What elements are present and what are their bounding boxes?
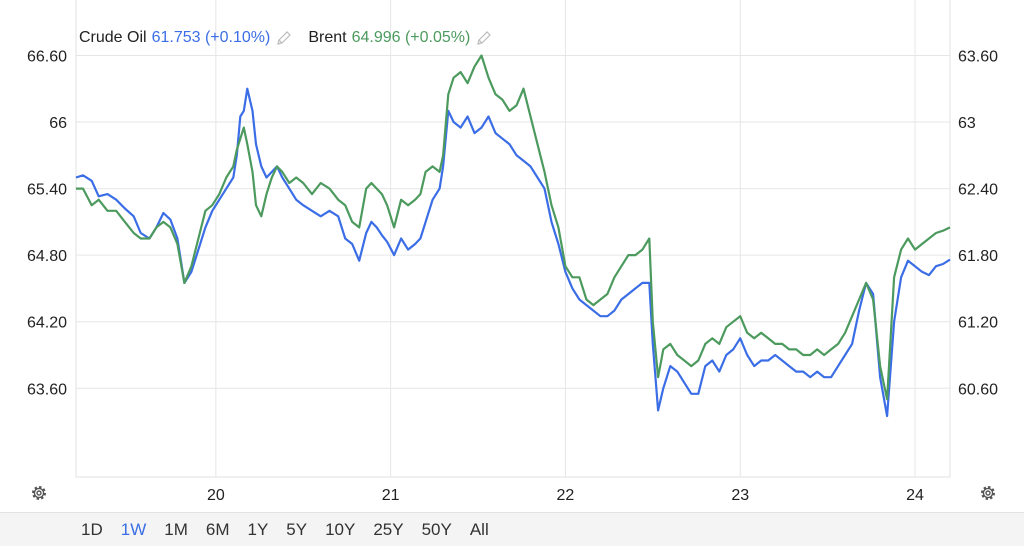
range-button-all[interactable]: All	[469, 520, 489, 539]
range-selector: 1D 1W 1M 6M 1Y 5Y 10Y 25Y 50Y All	[0, 512, 1024, 546]
right-axis-tick-label: 62.40	[958, 182, 998, 199]
x-axis-tick-label: 20	[207, 487, 225, 504]
left-axis-tick-label: 64.80	[27, 248, 67, 265]
left-axis-tick-label: 63.60	[27, 381, 67, 398]
legend-brent-label: Brent	[308, 29, 347, 46]
left-axis-tick-label: 66.60	[27, 48, 67, 65]
x-axis-tick-label: 24	[906, 487, 924, 504]
right-axis-settings-gear-icon[interactable]	[978, 483, 998, 503]
range-button-1d[interactable]: 1D	[81, 520, 103, 539]
left-axis-tick-label: 65.40	[27, 182, 67, 199]
grid-lines	[75, 0, 951, 478]
legend-crude-oil-label: Crude Oil	[79, 29, 147, 46]
chart-plot: 66.60 66 65.40 64.80 64.20 63.60 63.60 63 62.40…	[27, 0, 998, 504]
legend-crude-oil-value: 61.753 (+0.10%)	[151, 29, 271, 46]
x-axis: 20 21 22 23 24	[207, 487, 924, 504]
range-button-5y[interactable]: 5Y	[286, 520, 308, 539]
right-axis: 63.60 63 62.40 61.80 61.20 60.60	[958, 48, 998, 398]
range-button-1y[interactable]: 1Y	[247, 520, 269, 539]
series-line-brent	[76, 54, 951, 401]
edit-brent-pencil-icon[interactable]	[476, 30, 492, 46]
legend-brent-value: 64.996 (+0.05%)	[351, 29, 471, 46]
range-button-1m[interactable]: 1M	[164, 520, 188, 539]
right-axis-tick-label: 60.60	[958, 381, 998, 398]
left-axis: 66.60 66 65.40 64.80 64.20 63.60	[27, 48, 67, 398]
edit-crude-oil-pencil-icon[interactable]	[276, 30, 292, 46]
right-axis-tick-label: 61.20	[958, 315, 998, 332]
range-button-25y[interactable]: 25Y	[373, 520, 404, 539]
range-button-10y[interactable]: 10Y	[325, 520, 356, 539]
series-line-crude-oil	[75, 87, 951, 418]
range-button-6m[interactable]: 6M	[205, 520, 230, 539]
x-axis-tick-label: 23	[731, 487, 749, 504]
left-axis-settings-gear-icon[interactable]	[29, 483, 49, 503]
left-axis-tick-label: 66	[49, 115, 67, 132]
x-axis-tick-label: 21	[382, 487, 400, 504]
left-axis-tick-label: 64.20	[27, 315, 67, 332]
range-button-50y[interactable]: 50Y	[421, 520, 452, 539]
chart-legend: Crude Oil 61.753 (+0.10%) Brent 64.996 (…	[79, 29, 492, 47]
series-layer	[75, 54, 951, 418]
right-axis-tick-label: 63.60	[958, 48, 998, 65]
right-axis-tick-label: 63	[958, 115, 976, 132]
x-axis-tick-label: 22	[557, 487, 575, 504]
right-axis-tick-label: 61.80	[958, 248, 998, 265]
range-button-1w[interactable]: 1W	[120, 520, 147, 539]
